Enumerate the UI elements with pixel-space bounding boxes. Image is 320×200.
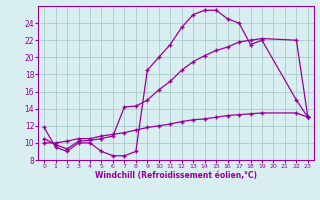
X-axis label: Windchill (Refroidissement éolien,°C): Windchill (Refroidissement éolien,°C) bbox=[95, 171, 257, 180]
